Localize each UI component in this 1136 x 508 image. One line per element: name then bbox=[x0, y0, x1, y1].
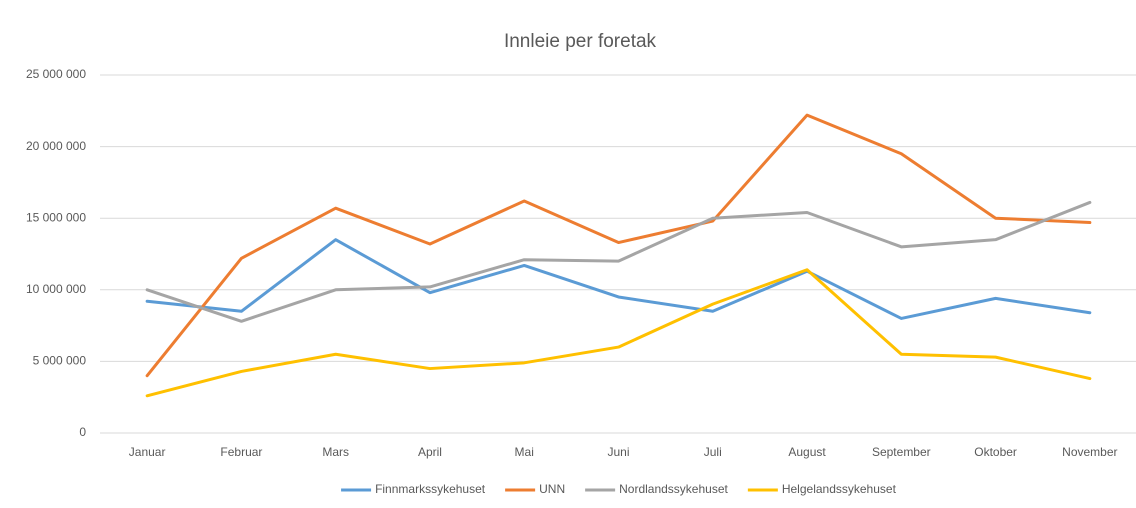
series-line bbox=[145, 200, 1092, 323]
chart-title: Innleie per foretak bbox=[504, 31, 657, 52]
x-tick-label: August bbox=[788, 445, 826, 459]
x-tick-label: Juni bbox=[607, 445, 629, 459]
legend-label: UNN bbox=[539, 482, 565, 496]
y-tick-label: 25 000 000 bbox=[26, 67, 86, 81]
legend-label: Finnmarkssykehuset bbox=[375, 482, 486, 496]
x-tick-label: November bbox=[1062, 445, 1117, 459]
x-tick-label: Mai bbox=[515, 445, 534, 459]
x-tick-label: April bbox=[418, 445, 442, 459]
x-tick-label: Februar bbox=[220, 445, 262, 459]
x-tick-label: Mars bbox=[322, 445, 349, 459]
y-tick-label: 5 000 000 bbox=[33, 354, 87, 368]
legend-label: Helgelandssykehuset bbox=[782, 482, 897, 496]
x-tick-label: September bbox=[872, 445, 931, 459]
series-line bbox=[145, 113, 1092, 378]
y-tick-label: 0 bbox=[79, 425, 86, 439]
y-tick-label: 10 000 000 bbox=[26, 282, 86, 296]
legend-label: Nordlandssykehuset bbox=[619, 482, 728, 496]
series-line bbox=[145, 238, 1092, 320]
y-tick-label: 20 000 000 bbox=[26, 139, 86, 153]
x-tick-label: Juli bbox=[704, 445, 722, 459]
x-tick-label: Oktober bbox=[974, 445, 1017, 459]
y-tick-label: 15 000 000 bbox=[26, 210, 86, 224]
series-line bbox=[145, 268, 1092, 398]
x-tick-label: Januar bbox=[129, 445, 166, 459]
